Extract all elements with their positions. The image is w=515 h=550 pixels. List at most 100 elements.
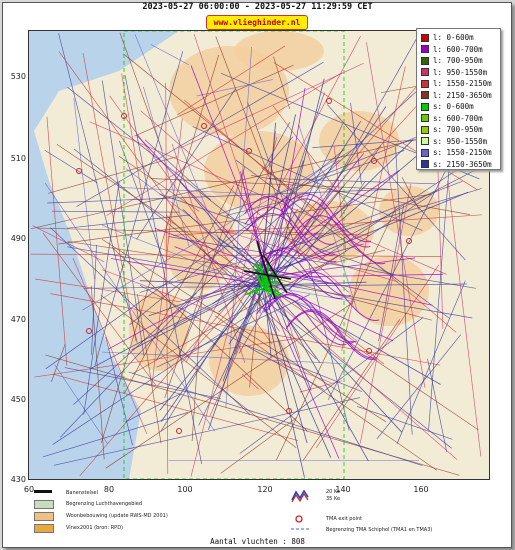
flight-track (255, 262, 264, 282)
legend-swatch (421, 160, 429, 169)
flight-track (118, 155, 200, 212)
flight-track (298, 125, 358, 311)
flight-track (317, 313, 385, 365)
tma-boundary (123, 31, 345, 479)
flight-track (258, 278, 394, 342)
tma-exit-point (246, 148, 252, 154)
runway (243, 270, 292, 280)
flight-track (254, 282, 266, 294)
tma-exit-point (121, 113, 127, 119)
flight-track (376, 334, 461, 439)
flight-track (73, 46, 466, 405)
flight-track (395, 146, 413, 435)
flight-track (128, 371, 423, 466)
flight-track (264, 160, 304, 272)
flight-track (30, 124, 482, 230)
flight-track (151, 118, 183, 387)
flight-track (100, 294, 297, 449)
flight-track (180, 62, 457, 364)
altitude-legend: l: 0-600m l: 600-700m l: 700-950m l: 950… (416, 28, 501, 170)
flight-track (300, 145, 382, 263)
flight-track-map[interactable] (28, 30, 490, 480)
flight-track (174, 246, 269, 284)
flight-track (47, 189, 391, 204)
flight-count: Aantal vluchten : 808 (210, 537, 305, 546)
site-badge[interactable]: www.vlieghinder.nl (206, 15, 308, 30)
flight-track (254, 285, 332, 458)
flight-track (245, 344, 362, 392)
flight-track (251, 175, 470, 215)
flight-track (129, 149, 345, 326)
flight-track (264, 276, 279, 294)
flight-track (356, 406, 453, 440)
tma-exit-point (406, 238, 412, 244)
flight-track (242, 170, 269, 285)
flight-track (190, 65, 272, 273)
flight-track (286, 309, 377, 359)
flight-track (294, 215, 386, 265)
y-tick-470: 470 (10, 315, 26, 324)
runway-swatch (34, 490, 52, 493)
flight-track (73, 98, 95, 280)
flight-track (263, 272, 332, 284)
flight-track (32, 225, 105, 263)
flight-track (258, 272, 308, 444)
airport-boundary-label: Begrenzing Luchthavengebied (66, 501, 143, 507)
legend-swatch (421, 125, 429, 134)
flight-track (285, 311, 377, 360)
legend-item: s: 0-600m (417, 101, 500, 113)
flight-track (256, 170, 400, 268)
flight-track (327, 126, 469, 400)
legend-swatch (421, 79, 429, 88)
flight-track (105, 336, 133, 446)
flight-track (156, 294, 310, 368)
flight-track (154, 228, 262, 267)
flight-track (42, 232, 157, 386)
legend-label: s: 0-600m (433, 102, 474, 112)
flight-track (272, 106, 387, 277)
flight-track (137, 294, 162, 444)
housing-label: Woonbebouwing (update RWS-MD 2001) (66, 513, 168, 519)
flight-track (107, 268, 257, 350)
flight-track (105, 302, 354, 469)
flight-track (263, 294, 354, 344)
flight-track (91, 244, 97, 355)
flight-track (67, 86, 309, 278)
flight-track (182, 209, 258, 278)
tma-exit-icon (295, 515, 303, 523)
kv35-label: 35 Ke (326, 496, 341, 502)
flight-track (225, 46, 252, 408)
flight-track (172, 214, 482, 236)
map-key: Banenstelsel Begrenzing Luchthavengebied… (28, 484, 488, 536)
vinex-label: Vinex2001 (bron: RPD) (66, 525, 123, 531)
legend-label: l: 950-1550m (433, 67, 488, 77)
legend-label: s: 1550-2150m (433, 148, 492, 158)
flight-track (190, 136, 278, 477)
vinex-swatch (34, 524, 54, 533)
flight-track (50, 227, 251, 415)
legend-item: s: 2150-3650m (417, 159, 500, 171)
flight-track (64, 367, 221, 399)
flight-track (164, 166, 246, 398)
flight-track (159, 272, 272, 411)
legend-label: s: 700-950m (433, 125, 483, 135)
legend-item: l: 0-600m (417, 32, 500, 44)
flight-track (273, 191, 469, 273)
flight-track (76, 61, 324, 207)
flight-track (150, 178, 397, 191)
flight-track (139, 188, 482, 293)
legend-label: s: 950-1550m (433, 136, 488, 146)
runway-label: Banenstelsel (66, 490, 99, 496)
legend-swatch (421, 91, 429, 100)
flight-track (72, 257, 148, 435)
legend-label: s: 2150-3650m (433, 159, 492, 169)
flight-track (125, 168, 358, 342)
flight-track (51, 210, 180, 213)
flight-track (232, 244, 265, 267)
y-tick-530: 530 (10, 72, 26, 81)
legend-swatch (421, 68, 429, 77)
flight-track (111, 258, 257, 284)
y-tick-510: 510 (10, 154, 26, 163)
flight-track (256, 296, 347, 346)
flight-track (198, 123, 344, 426)
